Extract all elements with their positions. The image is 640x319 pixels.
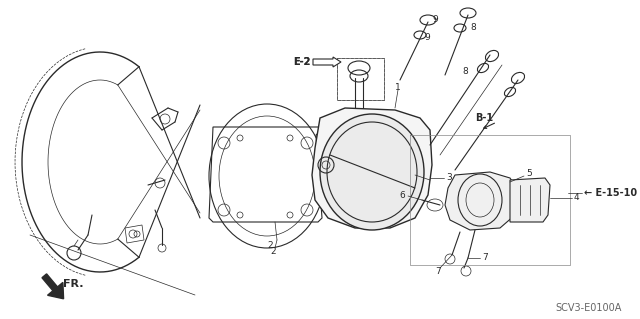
Text: 3: 3 [446, 174, 452, 182]
Text: 9: 9 [432, 16, 438, 25]
Text: 6: 6 [399, 191, 405, 201]
Polygon shape [510, 178, 550, 222]
Text: SCV3-E0100A: SCV3-E0100A [555, 303, 621, 313]
Text: 8: 8 [470, 24, 476, 33]
Text: FR.: FR. [63, 279, 83, 289]
Polygon shape [445, 172, 518, 230]
Text: E-2: E-2 [292, 57, 310, 67]
Polygon shape [312, 108, 432, 228]
Text: 7: 7 [435, 268, 441, 277]
Text: ← E-15-10: ← E-15-10 [584, 188, 637, 198]
Text: 5: 5 [526, 169, 532, 179]
Text: 2: 2 [267, 241, 273, 249]
Text: E-2: E-2 [292, 57, 310, 67]
Text: 7: 7 [482, 254, 488, 263]
Ellipse shape [320, 114, 424, 230]
Text: B-1: B-1 [475, 113, 493, 123]
Bar [337, 58, 384, 100]
Text: 4: 4 [574, 194, 580, 203]
Text: 8: 8 [462, 68, 468, 77]
FancyArrow shape [313, 57, 341, 67]
Text: 9: 9 [424, 33, 429, 42]
Text: 2: 2 [270, 248, 276, 256]
Text: 1: 1 [395, 83, 401, 92]
Polygon shape [42, 274, 63, 299]
